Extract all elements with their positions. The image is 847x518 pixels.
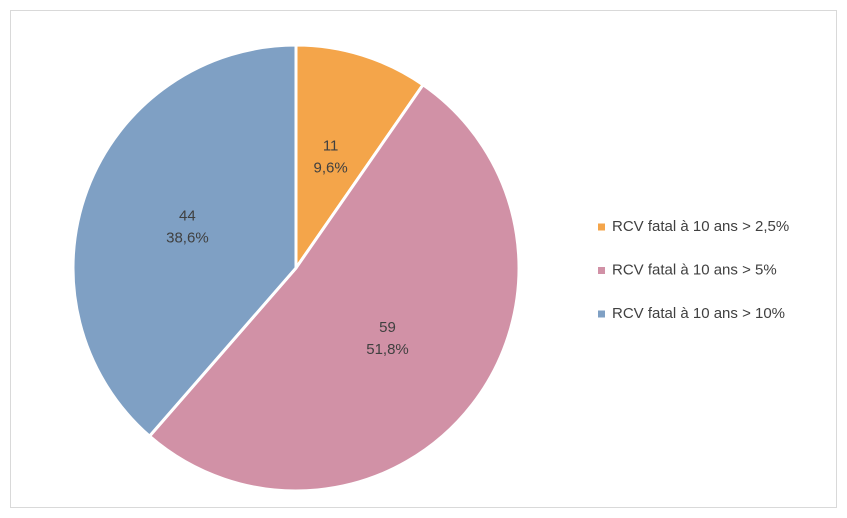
legend-swatch: [598, 267, 605, 274]
legend-label: RCV fatal à 10 ans > 2,5%: [612, 218, 789, 235]
slice-share-label: 38,6%: [166, 229, 209, 246]
pie-slice: [71, 43, 298, 439]
slice-value-label: 59: [379, 319, 396, 336]
slice-value-label: 44: [179, 207, 196, 224]
slice-share-label: 51,8%: [366, 341, 409, 358]
legend-swatch: [598, 223, 605, 231]
pie-slice: [147, 82, 521, 493]
legend-label: RCV fatal à 10 ans > 5%: [612, 261, 777, 278]
slice-share-label: 9,6%: [314, 159, 348, 176]
slice-value-label: 11: [323, 137, 339, 154]
legend-label: RCV fatal à 10 ans > 10%: [612, 305, 785, 322]
pie-slice: [294, 43, 426, 273]
legend-swatch: [598, 310, 605, 318]
